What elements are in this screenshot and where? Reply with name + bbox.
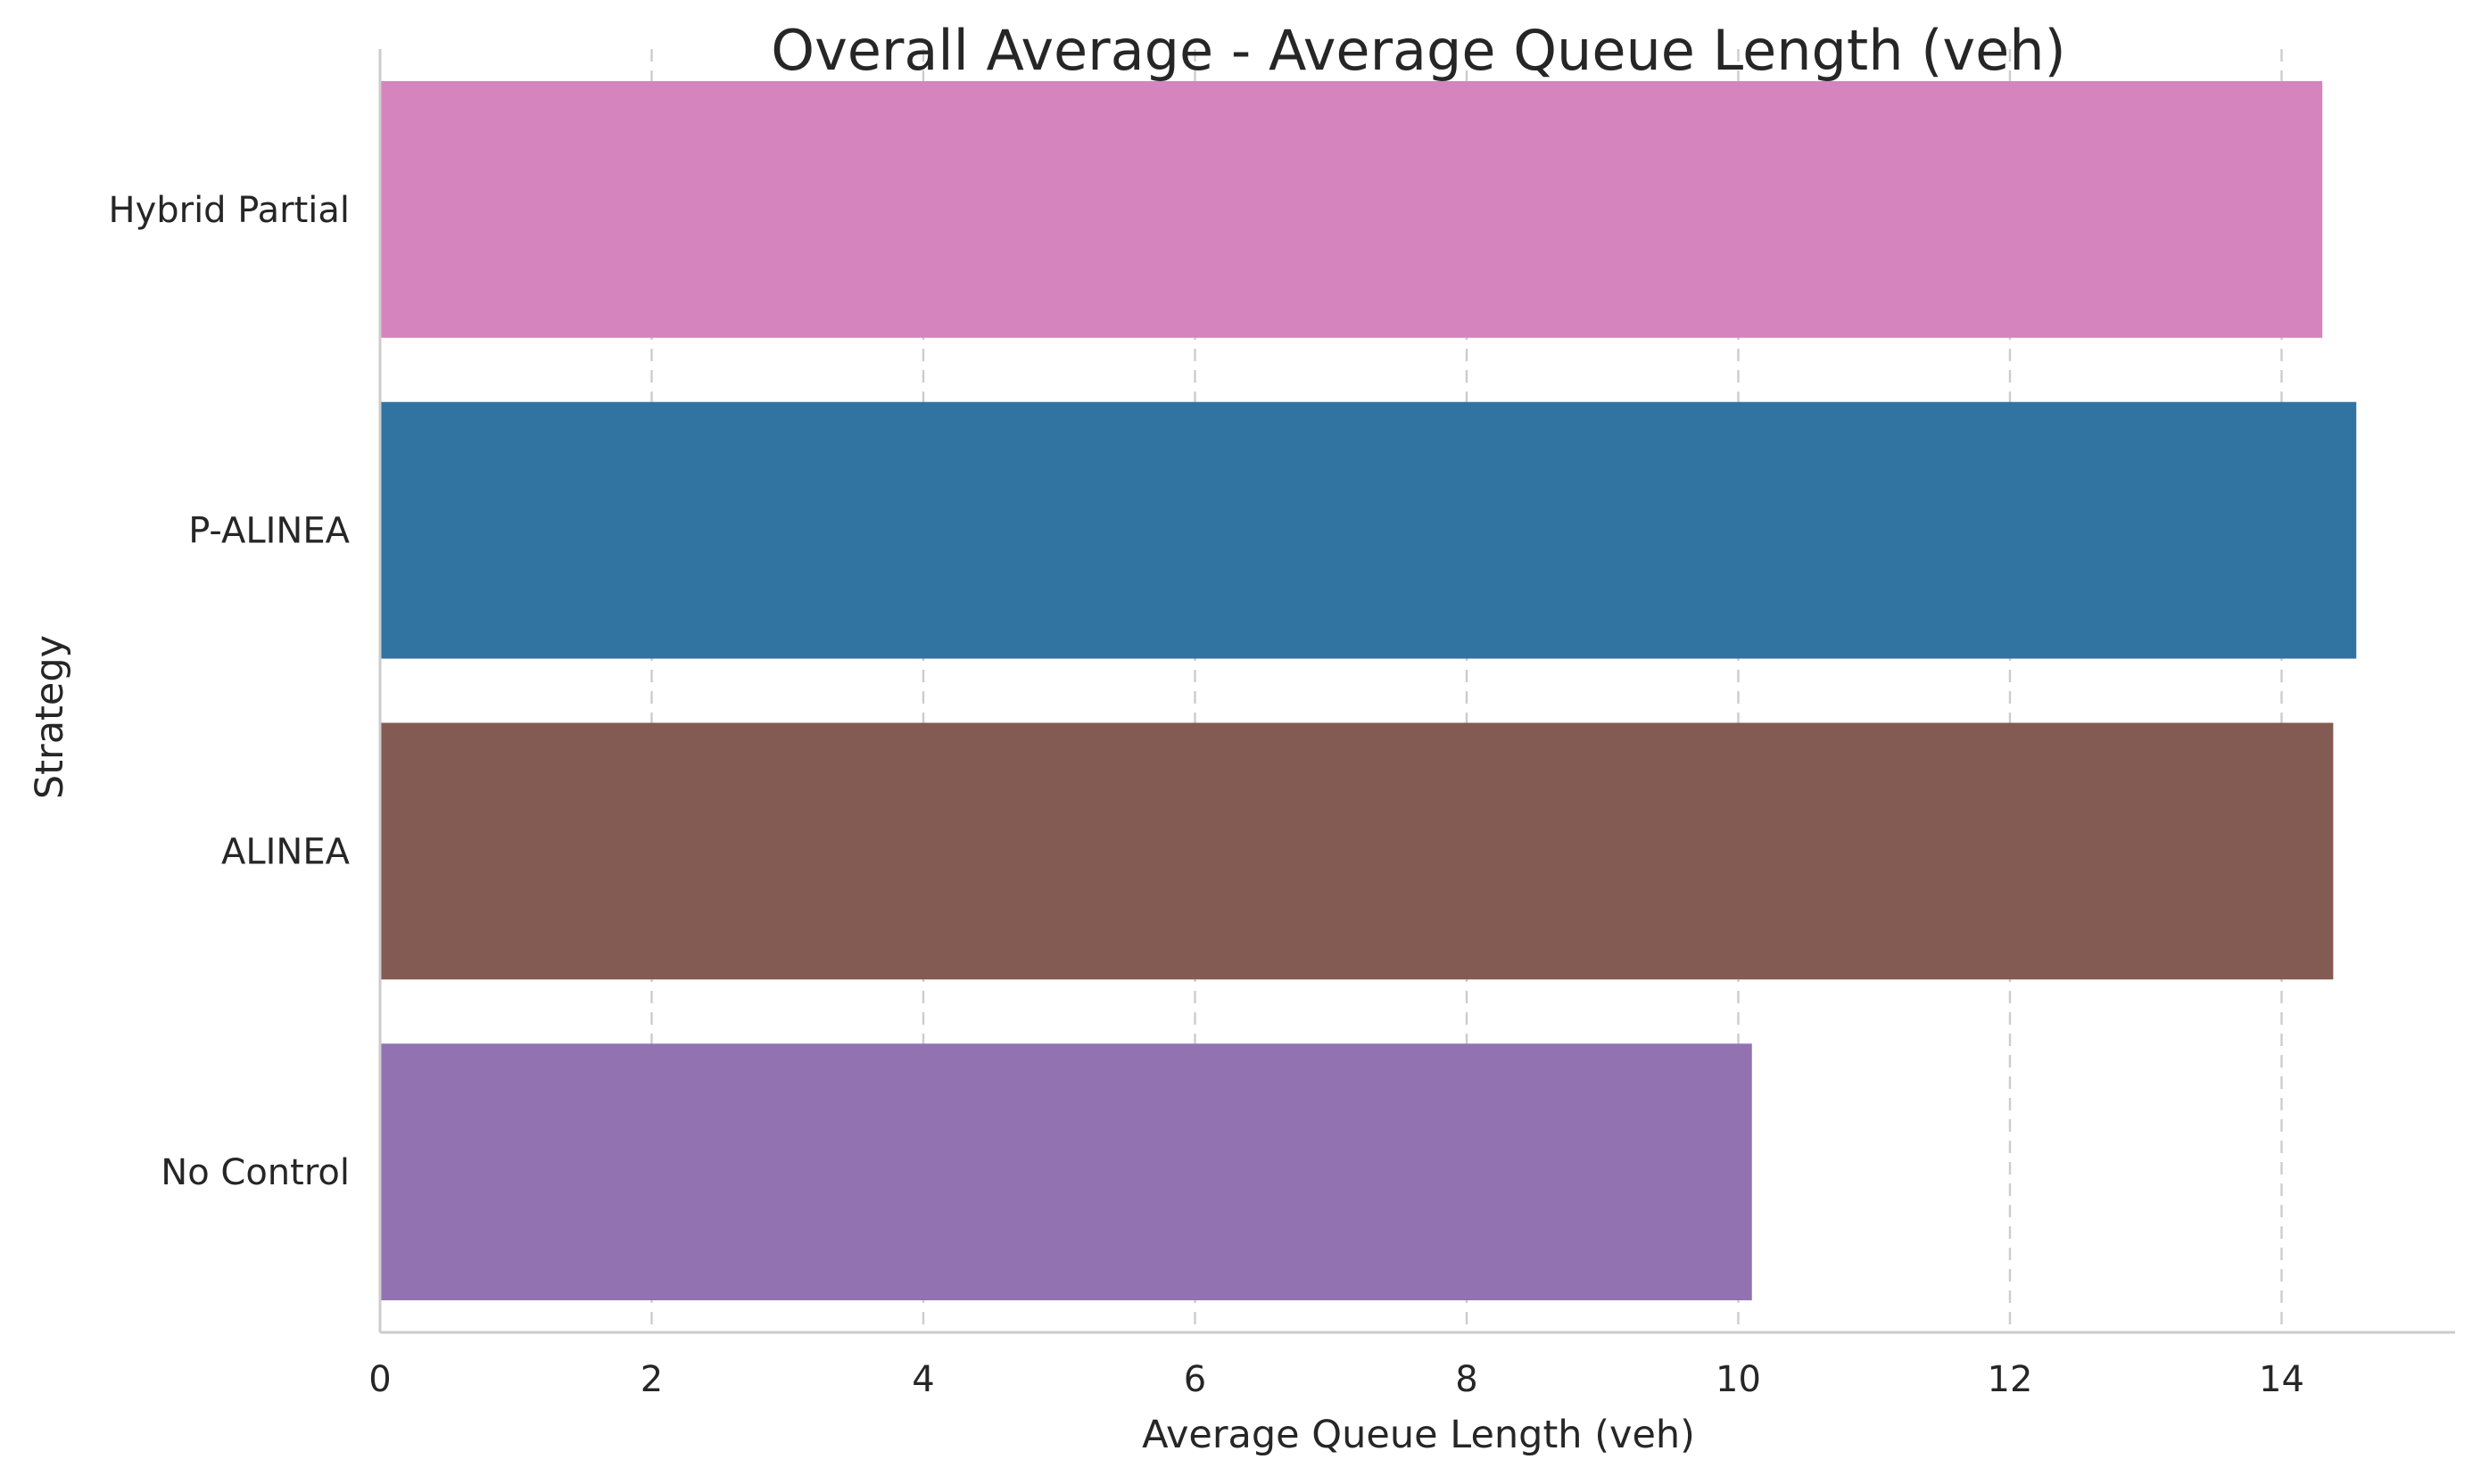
x-tick-label: 12	[1988, 1359, 2033, 1400]
x-tick-label: 10	[1716, 1359, 1761, 1400]
y-tick-label: P-ALINEA	[188, 511, 350, 552]
y-tick-label: Hybrid Partial	[108, 190, 350, 231]
y-tick-labels: Hybrid Partial P-ALINEA ALINEA No Control	[108, 190, 350, 1193]
x-tick-label: 2	[641, 1359, 663, 1400]
x-tick-label: 0	[368, 1359, 391, 1400]
x-tick-label: 6	[1184, 1359, 1206, 1400]
x-tick-label: 4	[912, 1359, 934, 1400]
chart-title: Overall Average - Average Queue Length (…	[771, 18, 2065, 83]
y-tick-label: No Control	[161, 1152, 350, 1193]
axes-spines	[378, 49, 2455, 1334]
bar-hybrid-partial	[381, 80, 2323, 338]
x-tick-label: 8	[1455, 1359, 1477, 1400]
y-tick-label: ALINEA	[221, 831, 351, 872]
bar-no-control	[381, 1043, 1752, 1301]
bar-alinea	[381, 722, 2334, 980]
bars	[381, 80, 2357, 1301]
x-tick-label: 14	[2259, 1359, 2304, 1400]
bar-p-alinea	[381, 401, 2357, 659]
x-tick-labels: 0 2 4 6 8 10 12 14	[368, 1359, 2304, 1400]
y-axis-label: Strategy	[28, 635, 72, 799]
x-axis-label: Average Queue Length (veh)	[1142, 1413, 1695, 1457]
